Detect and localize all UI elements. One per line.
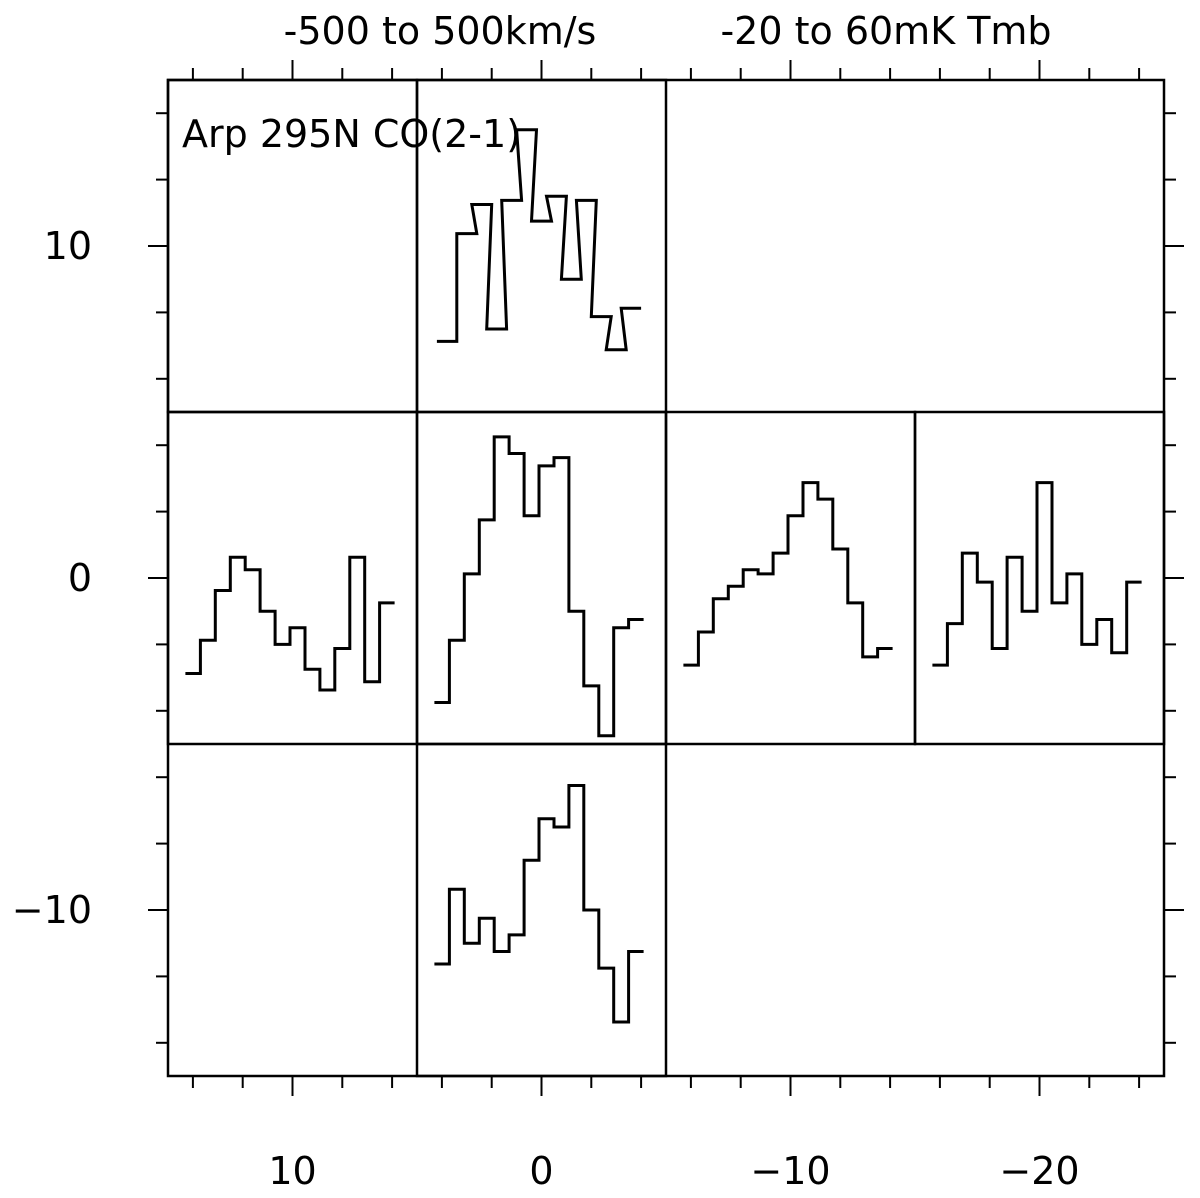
spectrum-line xyxy=(932,481,1142,667)
header-temperature-range: -20 to 60mK Tmb xyxy=(720,9,1051,53)
panel-cell xyxy=(415,410,668,746)
panel-grid xyxy=(166,78,1166,1078)
spectra xyxy=(185,128,1142,1024)
spectrum-line xyxy=(434,435,644,738)
panel-cell xyxy=(415,742,668,1078)
x-tick-label: 10 xyxy=(268,1149,316,1193)
x-tick-label: −20 xyxy=(999,1149,1079,1193)
chart-title: Arp 295N CO(2-1) xyxy=(182,112,521,156)
x-tick-label: −10 xyxy=(750,1149,830,1193)
plot-frame xyxy=(166,78,1166,1078)
spectrum-line xyxy=(185,555,395,692)
spectrum-line xyxy=(683,481,893,667)
y-tick-label: −10 xyxy=(12,888,92,932)
spectrum-line xyxy=(436,128,642,352)
header-velocity-range: -500 to 500km/s xyxy=(284,9,597,53)
axis-tick-labels: 10 0 −10 −20 10 0 −10 xyxy=(12,224,1080,1193)
panel-cell xyxy=(913,410,1166,746)
x-tick-label: 0 xyxy=(529,1149,553,1193)
y-tick-label: 10 xyxy=(44,224,92,268)
panel-cell xyxy=(166,410,419,746)
spectrum-line xyxy=(434,784,644,1024)
y-tick-label: 0 xyxy=(68,556,92,600)
axis-ticks xyxy=(148,60,1184,1096)
panel-cell xyxy=(664,410,917,746)
